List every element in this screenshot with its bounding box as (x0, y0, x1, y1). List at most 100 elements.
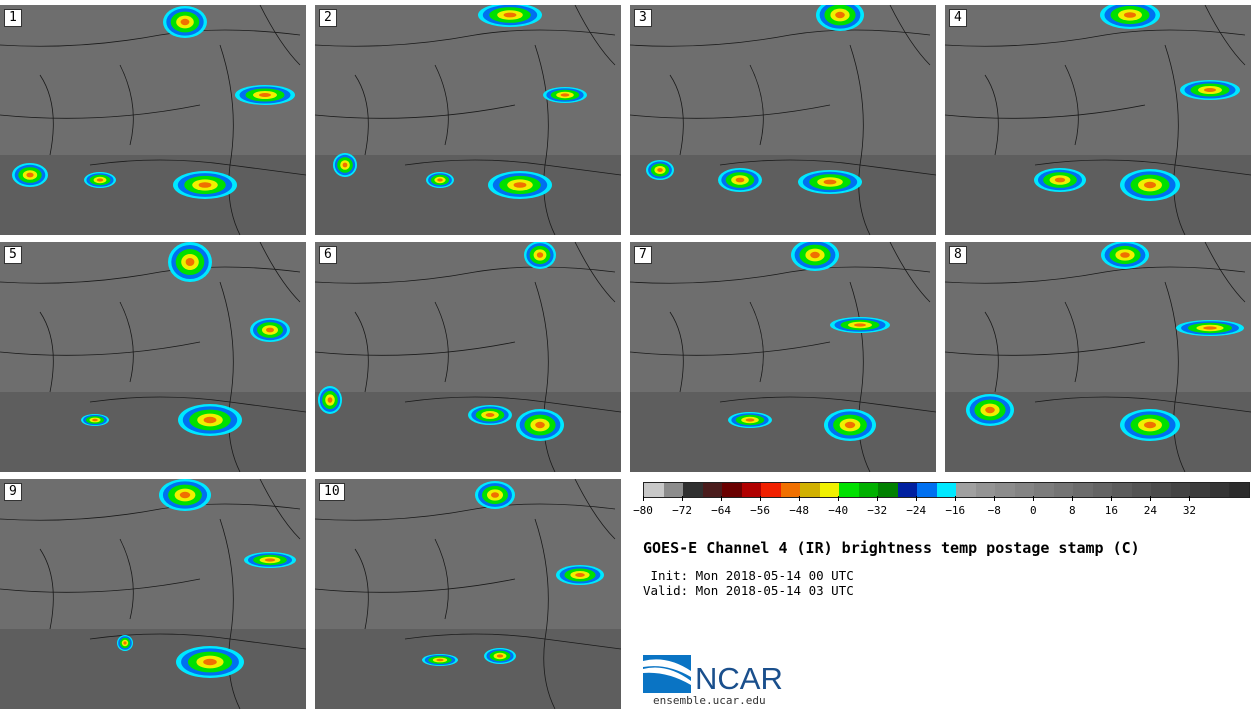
colorbar-tick-label: 32 (1182, 504, 1197, 517)
boundary-line (574, 479, 616, 540)
colorbar-segment (741, 483, 762, 497)
boundary-line (534, 518, 556, 709)
colorbar-segment (1092, 483, 1113, 497)
colorbar-segment (663, 483, 684, 497)
boundary-line (574, 242, 616, 303)
boundary-line (1034, 159, 1251, 176)
cloud-top-contour (1203, 326, 1217, 330)
member-panel-9[interactable]: 9 (0, 479, 306, 709)
colorbar-tick (838, 496, 840, 501)
cloud-top-contour (985, 406, 995, 414)
cloud-top-contour (436, 658, 444, 662)
boundary-line (1164, 281, 1186, 472)
cloud-top-contour (437, 178, 443, 182)
boundary-line (354, 311, 369, 393)
cloud-top-contour (1054, 177, 1066, 183)
boundary-line (630, 341, 831, 356)
boundary-line (434, 538, 449, 620)
colorbar-tick (1150, 496, 1152, 501)
colorbar-segment (878, 483, 898, 497)
boundary-line (434, 64, 449, 146)
colorbar-segment (1209, 483, 1230, 497)
cloud-top-contour (854, 323, 866, 327)
boundary-line (354, 548, 369, 630)
colorbar-segment (819, 483, 840, 497)
member-panel-10[interactable]: 10 (315, 479, 621, 709)
colorbar-segment (897, 483, 918, 497)
boundary-line (669, 311, 684, 393)
cloud-top-contour (327, 397, 333, 403)
member-panel-6[interactable]: 6 (315, 242, 621, 472)
colorbar-tick-label: 16 (1104, 504, 1118, 517)
boundary-line (749, 64, 764, 146)
ir-map (0, 242, 306, 472)
colorbar-segment (1151, 483, 1171, 497)
cloud-top-contour (259, 93, 271, 97)
boundary-line (89, 396, 306, 413)
cloud-top-contour (1144, 421, 1156, 429)
cloud-top-contour (203, 658, 217, 666)
colorbar-segment (761, 483, 781, 497)
cloud-top-contour (491, 492, 499, 498)
member-panel-4[interactable]: 4 (945, 5, 1251, 235)
boundary-line (945, 104, 1146, 119)
colorbar-segment (780, 483, 801, 497)
colorbar-tick-label: −8 (987, 504, 1001, 517)
colorbar-segment (1170, 483, 1191, 497)
boundary-line (219, 281, 241, 472)
init-time: Init: Mon 2018-05-14 00 UTC (643, 568, 854, 583)
boundary-line (889, 5, 931, 66)
member-panel-1[interactable]: 1 (0, 5, 306, 235)
boundary-line (259, 479, 301, 540)
boundary-line (534, 44, 556, 235)
boundary-line (315, 266, 616, 284)
member-label: 1 (4, 9, 22, 27)
boundary-line (219, 518, 241, 709)
boundary-line (1064, 64, 1079, 146)
cloud-top-contour (1144, 181, 1156, 189)
ir-map (0, 479, 306, 709)
boundary-line (849, 44, 871, 235)
member-panel-7[interactable]: 7 (630, 242, 936, 472)
member-label: 9 (4, 483, 22, 501)
boundary-line (219, 44, 241, 235)
cloud-top-contour (26, 172, 34, 178)
boundary-line (315, 29, 616, 47)
ir-map (315, 242, 621, 472)
boundary-line (434, 301, 449, 383)
colorbar-tick-label: −64 (711, 504, 731, 517)
colorbar-tick (760, 496, 762, 501)
colorbar-segment (1034, 483, 1054, 497)
boundary-line (945, 29, 1246, 47)
boundary-line (1204, 242, 1246, 303)
boundary-line (0, 578, 201, 593)
cloud-top-contour (96, 178, 104, 182)
boundary-line (669, 74, 684, 156)
cloud-top-contour (1124, 12, 1136, 18)
member-panel-2[interactable]: 2 (315, 5, 621, 235)
member-label: 3 (634, 9, 652, 27)
colorbar-tick-label: 24 (1143, 504, 1158, 517)
cloud-top-contour (823, 179, 837, 185)
cloud-top-contour (203, 416, 217, 424)
cloud-top-contour (92, 418, 98, 422)
colorbar-tick (799, 496, 801, 501)
valid-time: Valid: Mon 2018-05-14 03 UTC (643, 583, 854, 598)
ir-map (630, 242, 936, 472)
colorbar-segment (975, 483, 996, 497)
boundary-line (89, 633, 306, 650)
boundary-line (119, 301, 134, 383)
boundary-line (39, 74, 54, 156)
colorbar-segment (644, 483, 664, 497)
colorbar-tick (994, 496, 996, 501)
member-panel-3[interactable]: 3 (630, 5, 936, 235)
colorbar-segment (702, 483, 723, 497)
colorbar-segment (1014, 483, 1035, 497)
colorbar-tick (1189, 496, 1191, 501)
boundary-line (119, 64, 134, 146)
member-panel-8[interactable]: 8 (945, 242, 1251, 472)
boundary-line (119, 538, 134, 620)
member-panel-5[interactable]: 5 (0, 242, 306, 472)
colorbar-segment (683, 483, 703, 497)
ir-map (315, 5, 621, 235)
